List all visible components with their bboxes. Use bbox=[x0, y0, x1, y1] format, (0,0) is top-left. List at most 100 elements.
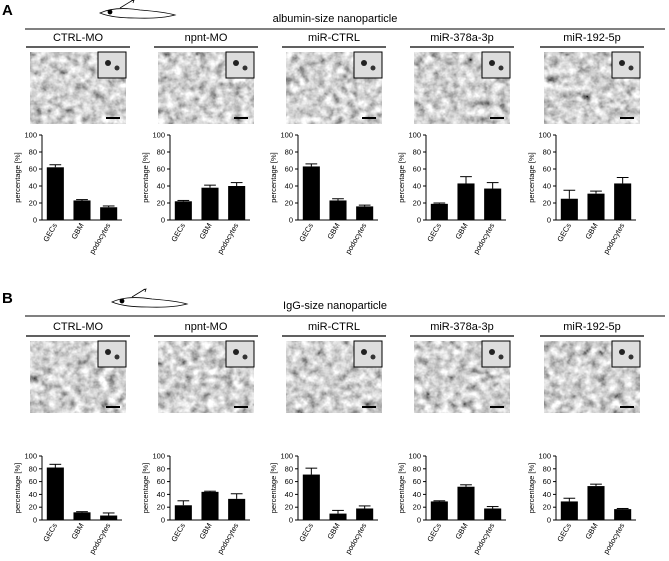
error-bar bbox=[102, 205, 115, 208]
y-tick-label: 80 bbox=[285, 148, 293, 157]
y-tick-label: 0 bbox=[547, 516, 551, 525]
error-bar bbox=[486, 182, 499, 189]
y-tick-label: 20 bbox=[285, 199, 293, 208]
inset-dot bbox=[233, 349, 239, 355]
y-tick-label: 0 bbox=[289, 216, 293, 225]
inset-dot bbox=[619, 349, 625, 355]
error-bar bbox=[460, 176, 472, 184]
micrograph-inset bbox=[611, 51, 641, 79]
bar bbox=[228, 498, 246, 520]
column-title: CTRL-MO bbox=[53, 32, 104, 44]
x-tick-label: podocytes bbox=[344, 521, 369, 555]
x-tick-label: GECs bbox=[555, 221, 573, 243]
bar bbox=[560, 198, 578, 220]
y-axis-label: percentage [%] bbox=[269, 463, 278, 513]
bar bbox=[228, 186, 246, 220]
y-tick-label: 20 bbox=[543, 199, 551, 208]
y-tick-label: 20 bbox=[413, 503, 421, 512]
error-bar bbox=[49, 164, 62, 168]
x-tick-label: podocytes bbox=[602, 221, 627, 255]
y-tick-label: 100 bbox=[408, 131, 421, 140]
fish-icon bbox=[99, 0, 177, 19]
micrograph-inset bbox=[97, 340, 127, 368]
y-tick-label: 60 bbox=[29, 477, 37, 486]
micrograph-inset bbox=[481, 51, 511, 79]
error-bar bbox=[230, 182, 243, 186]
y-axis-label: percentage [%] bbox=[527, 463, 536, 513]
bar bbox=[560, 501, 578, 520]
y-tick-label: 60 bbox=[413, 477, 421, 486]
x-tick-label: GECs bbox=[169, 221, 187, 243]
bar bbox=[457, 183, 475, 220]
y-tick-label: 20 bbox=[29, 199, 37, 208]
y-tick-label: 20 bbox=[285, 503, 293, 512]
error-bar bbox=[590, 483, 602, 487]
column-title: miR-CTRL bbox=[308, 321, 360, 333]
x-tick-label: GBM bbox=[583, 222, 599, 241]
bar bbox=[484, 188, 502, 220]
x-tick-label: GECs bbox=[41, 221, 59, 243]
bar bbox=[356, 206, 374, 220]
x-tick-label: GBM bbox=[453, 222, 469, 241]
error-bar bbox=[563, 497, 576, 502]
column-title: npnt-MO bbox=[185, 321, 228, 333]
y-tick-label: 0 bbox=[417, 216, 421, 225]
error-bar bbox=[486, 506, 499, 509]
y-tick-label: 20 bbox=[413, 199, 421, 208]
y-tick-label: 40 bbox=[413, 182, 421, 191]
x-tick-label: podocytes bbox=[602, 521, 627, 555]
inset-dot bbox=[370, 65, 376, 71]
y-tick-label: 0 bbox=[33, 216, 37, 225]
x-tick-label: podocytes bbox=[216, 521, 241, 555]
y-tick-label: 40 bbox=[413, 490, 421, 499]
bar bbox=[457, 486, 475, 520]
x-tick-label: GECs bbox=[297, 521, 315, 543]
y-axis-label: percentage [%] bbox=[269, 152, 278, 202]
y-axis-label: percentage [%] bbox=[13, 463, 22, 513]
x-tick-label: GBM bbox=[325, 522, 341, 541]
y-tick-label: 40 bbox=[543, 182, 551, 191]
bar bbox=[73, 200, 91, 220]
y-tick-label: 40 bbox=[29, 182, 37, 191]
bar bbox=[174, 201, 192, 220]
bar bbox=[46, 467, 64, 520]
y-tick-label: 60 bbox=[285, 477, 293, 486]
y-axis-label: percentage [%] bbox=[527, 152, 536, 202]
column-title: npnt-MO bbox=[185, 32, 228, 44]
micrograph-inset bbox=[353, 340, 383, 368]
error-bar bbox=[616, 177, 629, 184]
y-tick-label: 0 bbox=[289, 516, 293, 525]
error-bar bbox=[616, 507, 629, 510]
y-tick-label: 80 bbox=[29, 148, 37, 157]
bar bbox=[100, 207, 118, 220]
bar bbox=[430, 501, 448, 520]
bar bbox=[614, 509, 632, 520]
x-tick-label: GBM bbox=[69, 222, 85, 241]
error-bar bbox=[358, 505, 371, 509]
y-tick-label: 100 bbox=[152, 452, 165, 461]
micrograph-inset bbox=[225, 51, 255, 79]
y-tick-label: 20 bbox=[29, 503, 37, 512]
column-title: miR-378a-3p bbox=[430, 321, 494, 333]
micrograph-inset bbox=[481, 340, 511, 368]
y-axis-label: percentage [%] bbox=[397, 152, 406, 202]
error-bar bbox=[305, 467, 318, 475]
y-tick-label: 100 bbox=[280, 452, 293, 461]
bar bbox=[201, 491, 219, 520]
error-bar bbox=[76, 511, 88, 513]
y-tick-label: 80 bbox=[413, 464, 421, 473]
y-tick-label: 80 bbox=[157, 148, 165, 157]
error-bar bbox=[433, 500, 446, 502]
bar bbox=[201, 187, 219, 220]
y-tick-label: 80 bbox=[413, 148, 421, 157]
error-bar bbox=[332, 198, 344, 201]
y-tick-label: 20 bbox=[543, 503, 551, 512]
y-tick-label: 0 bbox=[161, 516, 165, 525]
x-tick-label: GBM bbox=[453, 522, 469, 541]
bar bbox=[73, 512, 91, 520]
bar bbox=[174, 505, 192, 520]
y-tick-label: 0 bbox=[33, 516, 37, 525]
inset-dot bbox=[498, 354, 504, 360]
inset-dot bbox=[242, 354, 248, 360]
error-bar bbox=[358, 204, 371, 207]
